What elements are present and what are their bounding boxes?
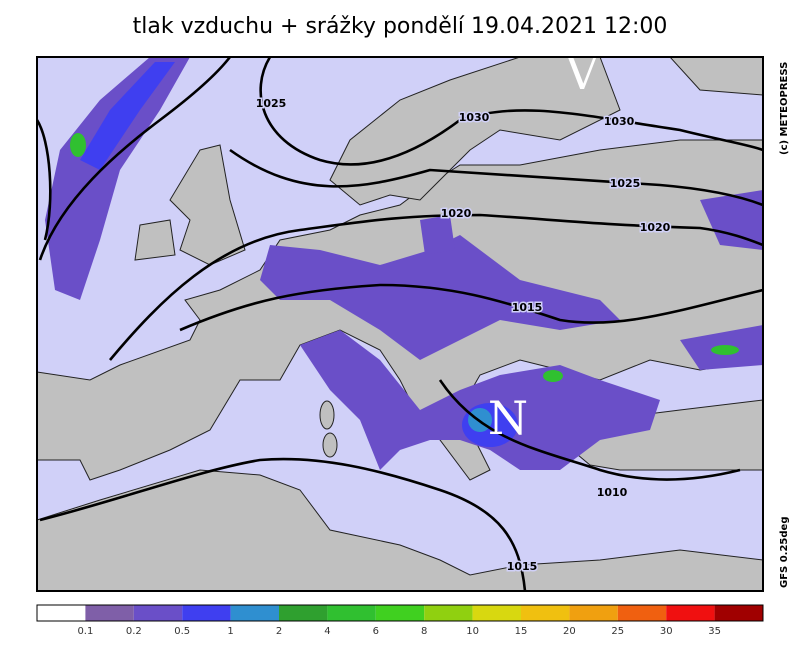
- legend-label: 1: [227, 626, 233, 637]
- precipitation: [300, 330, 660, 470]
- legend-swatch: [279, 605, 328, 621]
- land: [329, 57, 621, 206]
- land: [322, 432, 338, 458]
- isobar-label: 1030: [604, 115, 635, 128]
- isobar-label: 1015: [512, 301, 543, 314]
- isobar-label: 1020: [441, 207, 472, 220]
- legend-swatch: [666, 605, 715, 621]
- legend-label: 10: [466, 626, 479, 637]
- legend-label: 0.5: [174, 626, 190, 637]
- legend-label: 8: [421, 626, 427, 637]
- legend-swatch: [182, 605, 231, 621]
- map-frame: [36, 56, 764, 592]
- isobar: [229, 148, 763, 207]
- isobar: [259, 57, 763, 166]
- isobar: [38, 57, 232, 261]
- land: [37, 469, 763, 591]
- precipitation: [700, 190, 763, 250]
- isobar-label: 1015: [507, 560, 538, 573]
- legend-label: 15: [515, 626, 528, 637]
- legend-swatch: [617, 605, 667, 621]
- legend-swatch: [133, 605, 183, 621]
- isobar: [179, 283, 763, 332]
- isobar-label: 1025: [610, 177, 641, 190]
- title: tlak vzduchu + srážky pondělí 19.04.2021…: [133, 14, 668, 39]
- legend-swatch: [230, 605, 279, 621]
- isobar: [37, 119, 52, 241]
- legend-swatch: [424, 605, 473, 621]
- legend-label: 35: [708, 626, 721, 637]
- credit: (c) METEOPRESS: [779, 62, 790, 155]
- isobar-label: 1025: [256, 97, 287, 110]
- legend-swatch: [85, 605, 134, 621]
- precipitation: [70, 133, 86, 157]
- precipitation: [420, 215, 455, 255]
- precipitation: [45, 57, 190, 300]
- legend-label: 25: [611, 626, 624, 637]
- legend-label: 0.1: [77, 626, 93, 637]
- isobar: [109, 213, 763, 361]
- legend-label: 0.2: [126, 626, 142, 637]
- precipitation: [711, 345, 739, 355]
- high-pressure-center: V: [564, 46, 599, 100]
- isobar-label: 1030: [459, 111, 490, 124]
- isobar: [39, 457, 527, 591]
- legend-frame: [36, 604, 764, 622]
- low-pressure-center: N: [488, 391, 528, 445]
- legend-label: 2: [276, 626, 282, 637]
- credit: GFS 0.25deg: [779, 517, 790, 589]
- precipitation: [260, 235, 620, 360]
- legend: 0.1 0.2 0.5 1 2 4 6 8 10 15 20 25 30 35: [36, 604, 764, 637]
- land: [319, 400, 335, 430]
- legend-swatch: [714, 605, 763, 621]
- land: [669, 57, 763, 96]
- isobar-label: 1020: [640, 221, 671, 234]
- legend-swatch: [327, 605, 376, 621]
- legend-swatch: [37, 605, 86, 621]
- legend-swatch: [472, 605, 521, 621]
- legend-swatch: [521, 605, 570, 621]
- legend-swatch: [375, 605, 425, 621]
- legend-label: 6: [373, 626, 379, 637]
- legend-label: 30: [660, 626, 673, 637]
- precipitation: [80, 62, 175, 170]
- land: [134, 219, 176, 261]
- precipitation: [543, 370, 563, 382]
- map: 1025 1030 1030 1025 1020 1020 1015 1010 …: [36, 46, 764, 592]
- legend-label: 4: [324, 626, 330, 637]
- legend-swatch: [569, 605, 618, 621]
- isobar: [438, 379, 741, 481]
- legend-label: 20: [563, 626, 576, 637]
- isobar-label: 1010: [597, 486, 628, 499]
